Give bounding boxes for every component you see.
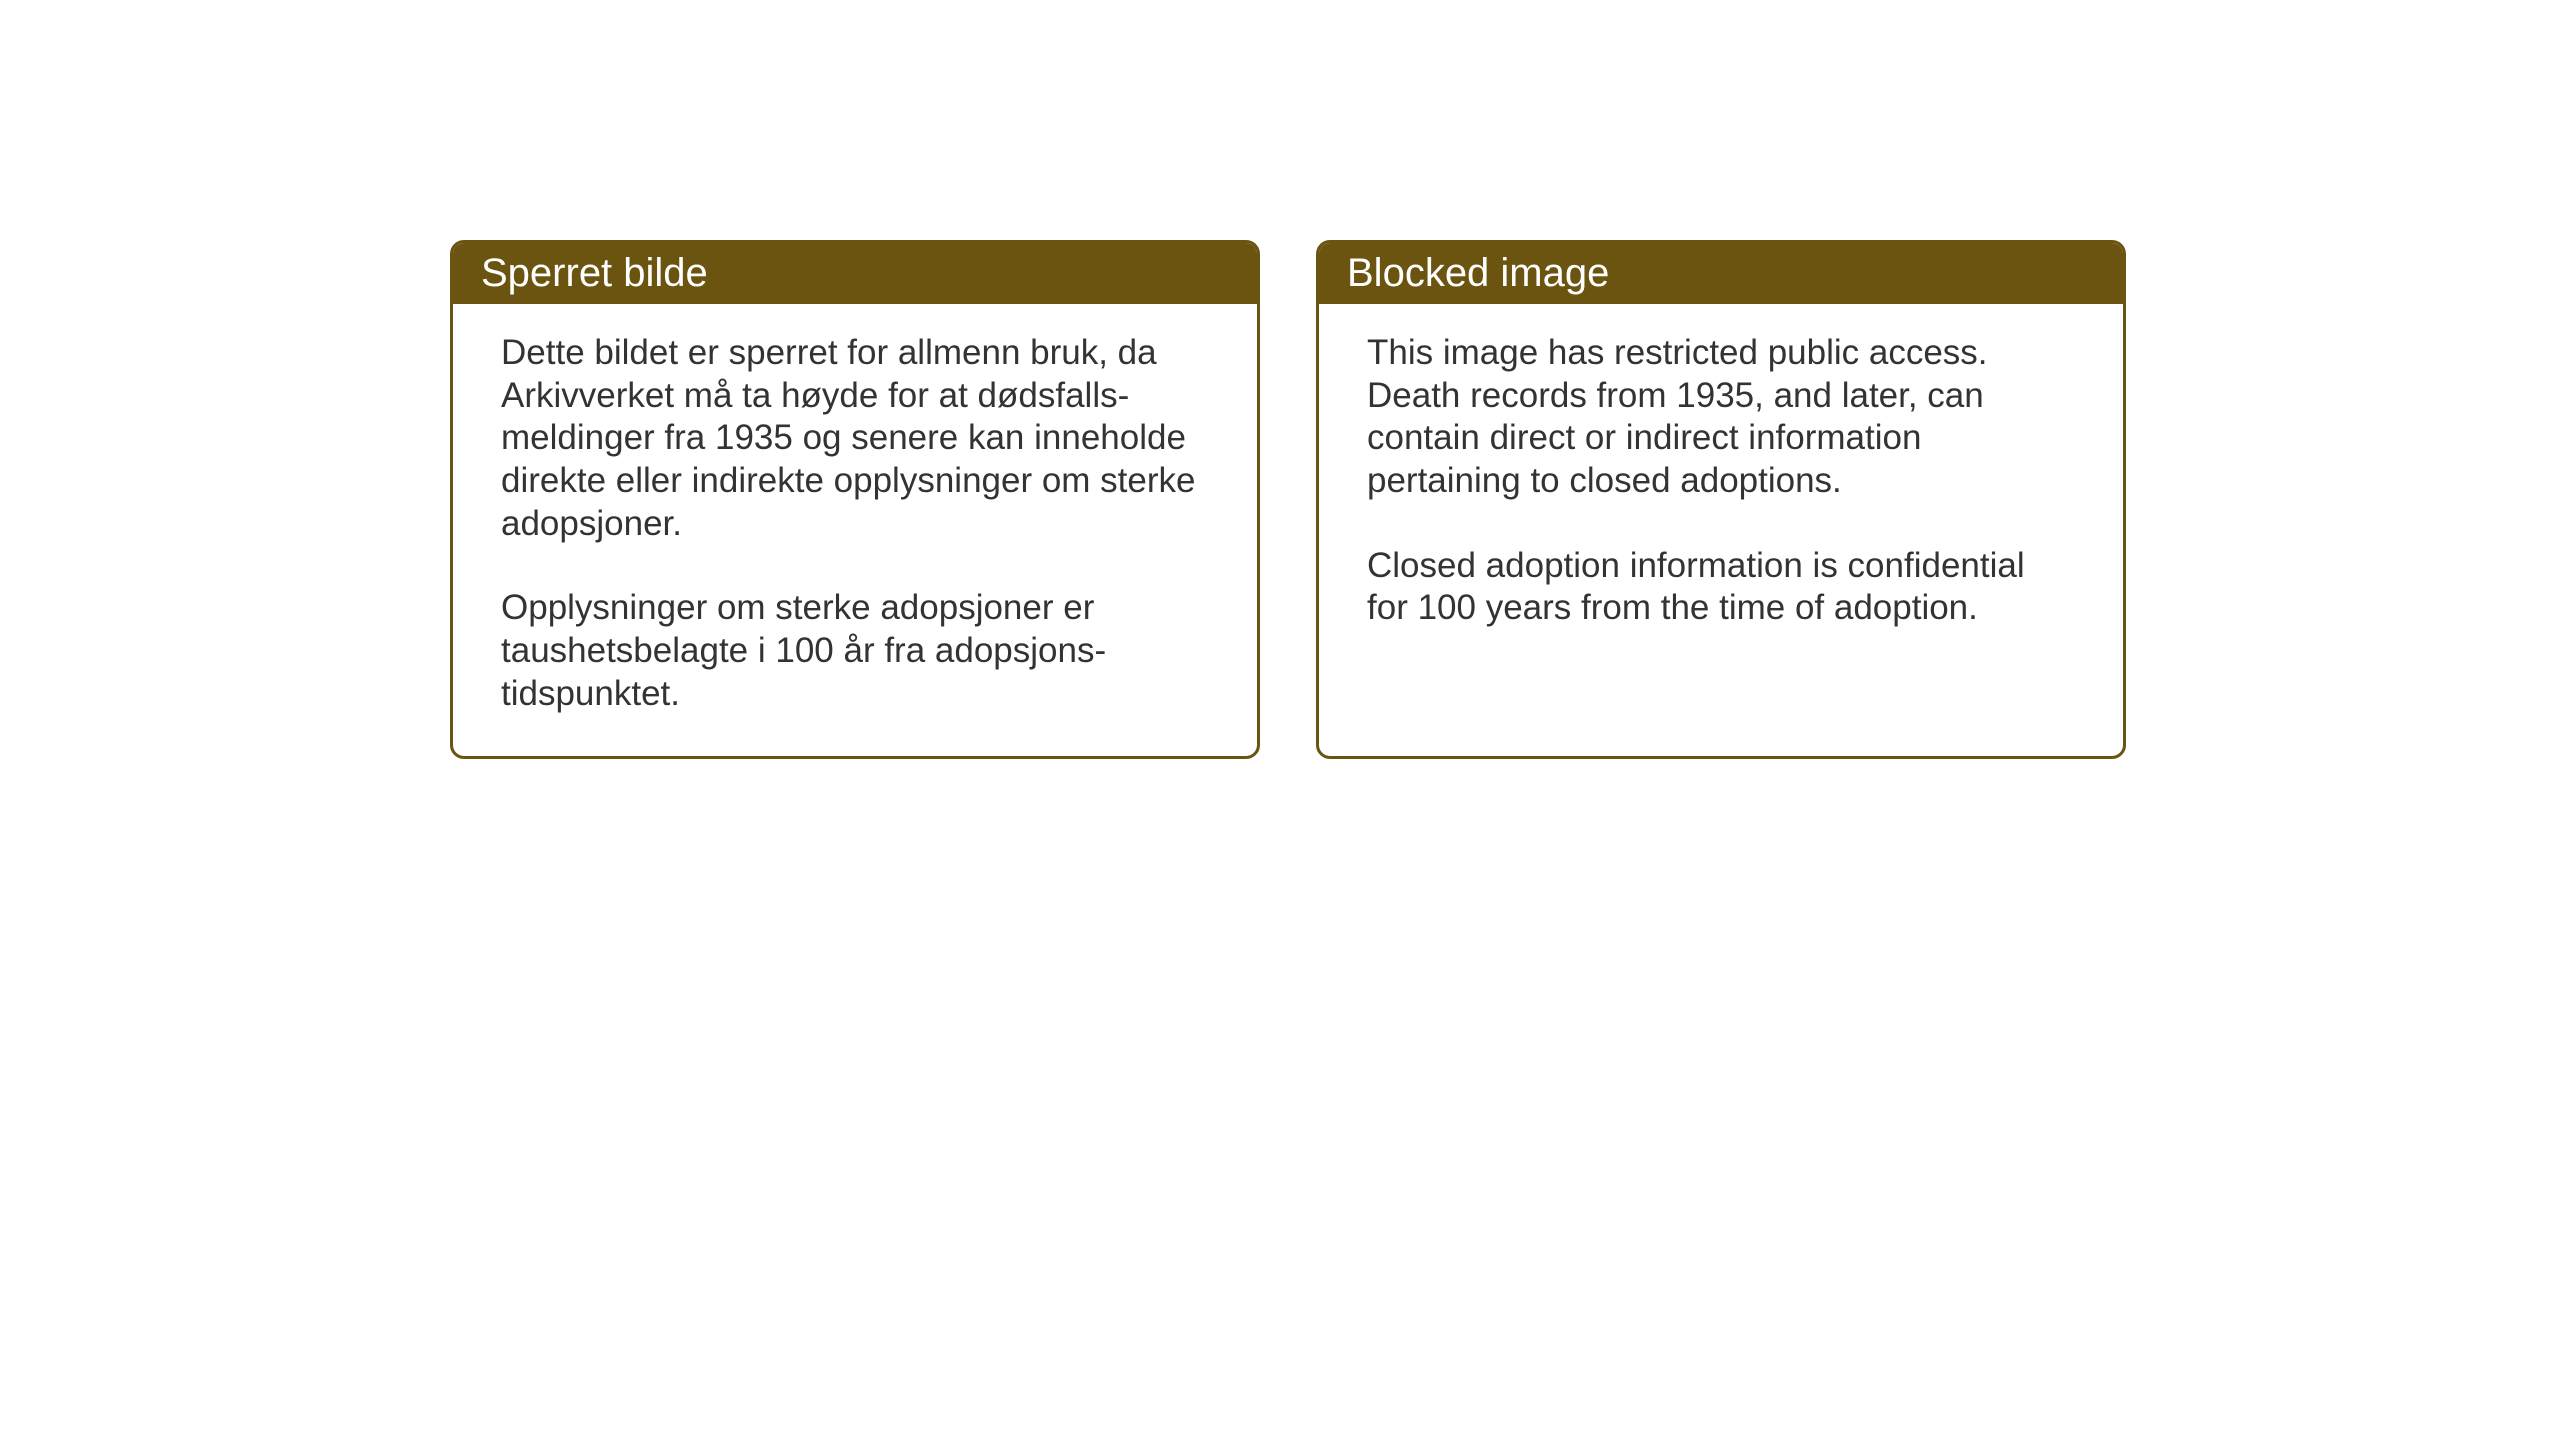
notice-paragraph: This image has restricted public access.… — [1367, 332, 2075, 503]
notice-paragraph: Closed adoption information is confident… — [1367, 545, 2075, 630]
notice-title-english: Blocked image — [1347, 251, 1609, 295]
notice-box-english: Blocked image This image has restricted … — [1316, 240, 2126, 759]
notice-paragraph: Dette bildet er sperret for allmenn bruk… — [501, 332, 1209, 545]
notice-paragraph: Opplysninger om sterke adopsjoner er tau… — [501, 587, 1209, 715]
notice-body-english: This image has restricted public access.… — [1319, 304, 2123, 744]
notice-body-norwegian: Dette bildet er sperret for allmenn bruk… — [453, 304, 1257, 756]
notice-box-norwegian: Sperret bilde Dette bildet er sperret fo… — [450, 240, 1260, 759]
notice-container: Sperret bilde Dette bildet er sperret fo… — [450, 240, 2126, 759]
notice-title-norwegian: Sperret bilde — [481, 251, 708, 295]
notice-header-norwegian: Sperret bilde — [453, 243, 1257, 304]
notice-header-english: Blocked image — [1319, 243, 2123, 304]
